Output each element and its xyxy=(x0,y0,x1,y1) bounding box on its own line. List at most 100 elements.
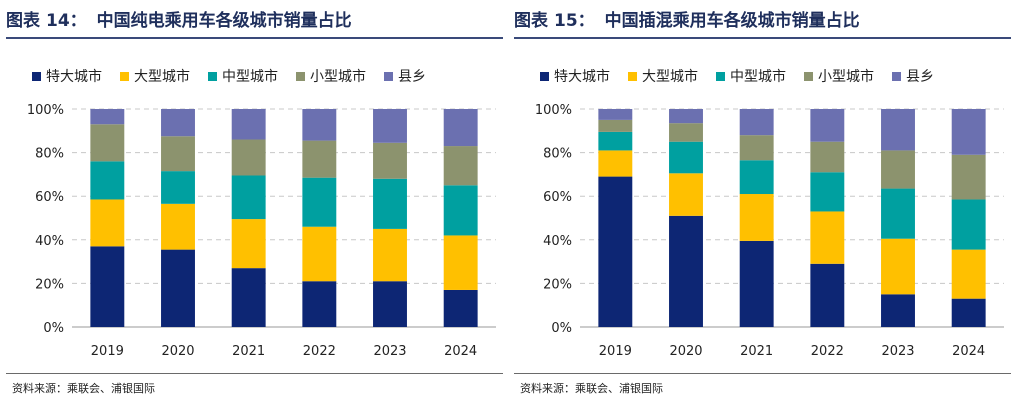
legend-swatch xyxy=(208,71,217,81)
legend-label: 小型城市 xyxy=(310,69,366,85)
x-tick-label: 2024 xyxy=(952,344,985,359)
bar-segment xyxy=(739,194,774,241)
bar-segment xyxy=(302,109,337,141)
bar-segment xyxy=(443,109,478,147)
bar-segment xyxy=(161,249,195,327)
legend-label: 特大城市 xyxy=(46,69,102,85)
bar-segment xyxy=(443,185,478,236)
bar-segment xyxy=(161,109,195,137)
bar-segment xyxy=(598,119,633,132)
y-tick-label: 0% xyxy=(551,321,572,336)
legend-swatch xyxy=(628,71,637,81)
legend-item: 小型城市 xyxy=(296,66,366,86)
footer-divider xyxy=(514,373,1011,374)
bar-segment xyxy=(302,281,337,327)
legend-label: 中型城市 xyxy=(222,69,278,85)
bar-segment xyxy=(739,160,774,195)
legend-item: 中型城市 xyxy=(208,66,278,86)
legend-swatch xyxy=(384,71,393,81)
legend-label: 县乡 xyxy=(398,69,426,85)
legend-item: 小型城市 xyxy=(804,66,874,86)
bar-segment xyxy=(90,246,125,327)
bar-segment xyxy=(810,263,845,327)
stacked-bar-chart: 0% 20% 40% 60% 80% 100% 2019 2020 2021 2022 2023 20… xyxy=(535,103,1004,359)
bar-segment xyxy=(951,154,986,200)
bar-segment xyxy=(302,226,337,282)
bar-segment xyxy=(373,178,407,229)
title-divider xyxy=(6,37,503,39)
x-tick-label: 2023 xyxy=(881,344,914,359)
legend-label: 县乡 xyxy=(906,69,934,85)
bar-segment xyxy=(231,268,266,327)
bar-segment xyxy=(881,188,915,239)
bar-segment xyxy=(598,176,633,327)
bar-segment xyxy=(881,238,915,295)
x-tick-label: 2024 xyxy=(444,344,477,359)
bar-segment xyxy=(810,172,845,212)
legend-item: 大型城市 xyxy=(628,66,698,86)
y-tick-label: 60% xyxy=(35,190,64,205)
y-tick-label: 60% xyxy=(543,190,572,205)
bar-segment xyxy=(598,131,633,151)
bar-segment xyxy=(90,124,125,162)
bar-segment xyxy=(443,146,478,186)
footer-divider xyxy=(6,373,503,374)
y-tick-label: 80% xyxy=(35,147,64,162)
bar-segment xyxy=(669,123,703,142)
bar-segment xyxy=(739,135,774,161)
y-tick-label: 40% xyxy=(35,234,64,249)
y-tick-label: 100% xyxy=(535,103,572,118)
bar-segment xyxy=(951,249,986,299)
bar-segment xyxy=(90,161,125,200)
y-tick-label: 20% xyxy=(35,277,64,292)
figure-label: 图表 xyxy=(514,11,548,31)
legend-swatch xyxy=(32,71,41,81)
x-tick-label: 2020 xyxy=(161,344,194,359)
bar-segment xyxy=(951,298,986,327)
legend-label: 小型城市 xyxy=(818,69,874,85)
figure-number: 15： xyxy=(554,11,595,31)
legend-item: 特大城市 xyxy=(540,66,610,86)
bar-segment xyxy=(669,215,703,327)
legend-item: 中型城市 xyxy=(716,66,786,86)
bar-segment xyxy=(739,109,774,136)
figure-title-text: 中国纯电乘用车各级城市销量占比 xyxy=(96,11,352,31)
bar-segment xyxy=(810,141,845,173)
bar-segment xyxy=(302,140,337,178)
figure-number: 14： xyxy=(46,11,87,31)
figure-title-text: 中国插混乘用车各级城市销量占比 xyxy=(604,11,860,31)
bar-segment xyxy=(231,109,266,140)
bar-segment xyxy=(881,150,915,189)
bar-segment xyxy=(951,109,986,155)
source-note: 资料来源：乘联会、浦银国际 xyxy=(520,382,663,395)
source-note: 资料来源：乘联会、浦银国际 xyxy=(12,382,155,395)
legend-swatch xyxy=(120,71,129,81)
chart-panel-right: 图表 15： 中国插混乘用车各级城市销量占比 特大城市 大型城市 中型城市 小型城市 县乡 … xyxy=(514,0,1011,400)
bar-segment xyxy=(373,281,407,327)
chart-panel-left: 图表 14： 中国纯电乘用车各级城市销量占比 特大城市 大型城市 中型城市 小型城市 县乡 … xyxy=(6,0,503,400)
bar-segment xyxy=(443,235,478,290)
legend-swatch xyxy=(892,71,901,81)
legend-swatch xyxy=(804,71,813,81)
title-divider xyxy=(514,37,1011,39)
y-tick-label: 40% xyxy=(543,234,572,249)
bar-segment xyxy=(881,109,915,151)
legend-label: 中型城市 xyxy=(730,69,786,85)
bar-segment xyxy=(669,173,703,216)
legend-swatch xyxy=(296,71,305,81)
bar-segment xyxy=(810,109,845,142)
y-tick-label: 100% xyxy=(27,103,64,118)
bar-segment xyxy=(231,175,266,220)
bar-segment xyxy=(90,109,125,125)
x-tick-label: 2021 xyxy=(740,344,773,359)
x-tick-label: 2023 xyxy=(373,344,406,359)
bar-segment xyxy=(669,141,703,174)
x-tick-label: 2020 xyxy=(669,344,702,359)
bar-segment xyxy=(373,142,407,179)
legend-swatch xyxy=(716,71,725,81)
legend-item: 县乡 xyxy=(384,66,426,86)
x-tick-label: 2019 xyxy=(599,344,632,359)
bar-segment xyxy=(669,109,703,124)
bar-segment xyxy=(598,150,633,177)
y-tick-label: 80% xyxy=(543,147,572,162)
